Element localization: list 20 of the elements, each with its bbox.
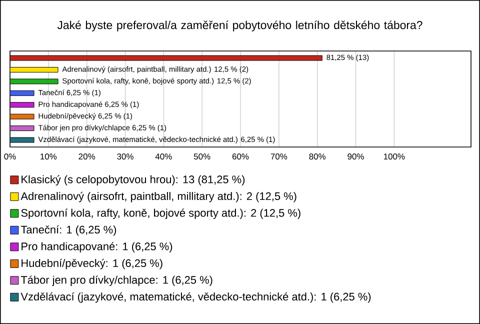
x-tick-label: 70%	[270, 154, 288, 160]
x-tick-label: 30%	[117, 154, 134, 160]
x-tick-label: 40%	[155, 154, 172, 160]
x-tick-label: 20%	[78, 154, 96, 160]
legend-label: Vzdělávací (jazykové, matematické, vědecko-technické atd.): 1 (6,25 %)	[20, 292, 371, 303]
legend-label: Hudební/pěvecký: 1 (6,25 %)	[22, 258, 162, 270]
x-tick-label: 0%	[4, 154, 16, 160]
legend-label: Taneční: 1 (6,25 %)	[20, 225, 116, 236]
legend-label: Adrenalinový (airsofrt, paintball, millitary atd.): 2 (12,5 %)	[20, 192, 296, 202]
x-tick-label: 100%	[384, 154, 405, 160]
legend-label: Pro handicapované: 1 (6,25 %)	[22, 242, 172, 252]
x-tick-label: 10%	[40, 154, 57, 160]
legend-label: Klasický (s celopobytovou hrou): 13 (81,25 %)	[22, 175, 245, 186]
x-tick-label: 90%	[348, 154, 364, 160]
x-tick-label: 60%	[232, 154, 249, 160]
x-tick-label: 80%	[309, 154, 326, 160]
x-tick-label: 50%	[194, 154, 210, 160]
chart-title: Jaké byste preferoval/a zaměření pobytového letního dětského tábora?	[57, 20, 422, 32]
legend-label: Sportovní kola, rafty, koně, bojové sporty atd.): 2 (12,5 %)	[21, 208, 300, 219]
legend-label: Tábor jen pro dívky/chlapce: 1 (6,25 %)	[20, 276, 212, 286]
